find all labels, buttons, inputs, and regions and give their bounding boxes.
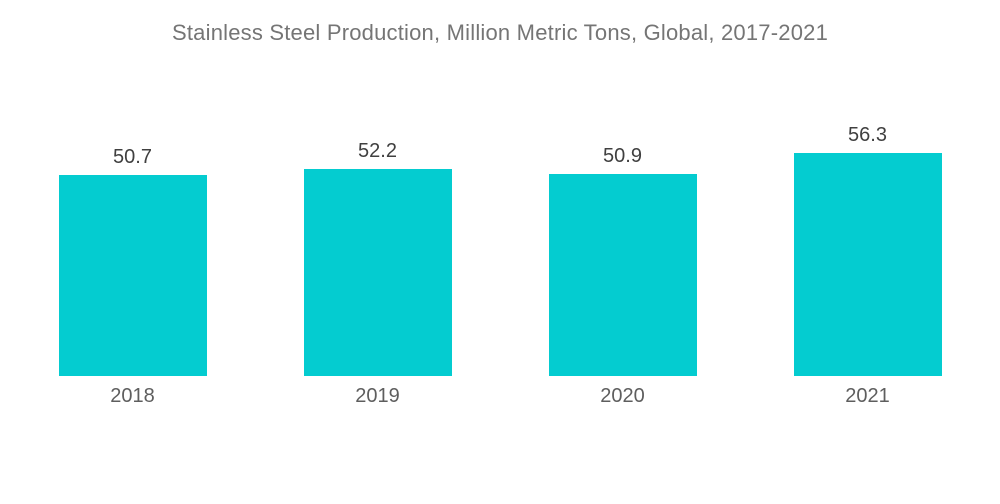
bar-value-label: 52.2 — [358, 140, 397, 162]
x-axis-category-labels: 2018 2019 2020 2021 — [0, 385, 1000, 408]
x-axis-tick-label: 2018 — [110, 385, 155, 407]
bar-column: 50.9 — [500, 145, 745, 376]
bars-plot-area: 50.7 52.2 50.9 56.3 — [0, 47, 1000, 376]
x-axis-tick-label: 2019 — [355, 385, 400, 407]
bar — [303, 169, 452, 376]
bar — [548, 174, 697, 376]
bar-value-label: 50.7 — [113, 146, 152, 168]
bar-value-label: 56.3 — [848, 124, 887, 146]
bar-value-label: 50.9 — [603, 145, 642, 167]
bar — [793, 153, 942, 376]
x-axis-tick-label: 2021 — [845, 385, 890, 407]
bar-column: 52.2 — [255, 140, 500, 376]
bar-column: 50.7 — [10, 146, 255, 376]
x-axis-tick-label: 2020 — [600, 385, 645, 407]
bar — [58, 175, 207, 376]
chart-title: Stainless Steel Production, Million Metr… — [171, 20, 829, 45]
bar-column: 56.3 — [745, 124, 990, 376]
